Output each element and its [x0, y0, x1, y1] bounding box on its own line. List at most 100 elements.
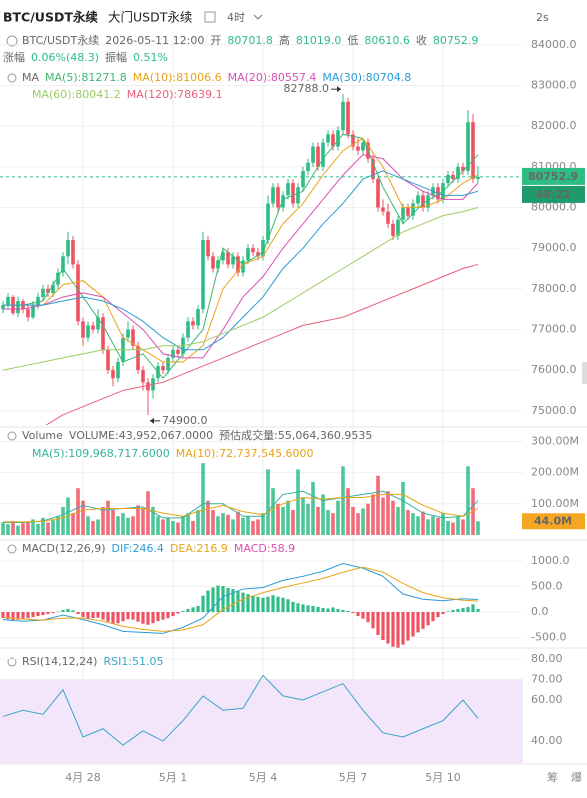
indicator-line	[2, 674, 479, 746]
candle-body	[61, 256, 65, 273]
volume-bar	[156, 516, 160, 535]
candle-body	[131, 329, 135, 346]
volume-bar	[16, 525, 20, 535]
volume-bar	[331, 513, 335, 535]
macd-bar	[396, 612, 400, 648]
legend: BTC/USDT永续 2026-05-11 12:00 开 80701.8 高 81019…	[22, 33, 478, 47]
volume-bar	[196, 510, 200, 535]
x-tick-label: 5月 10	[425, 771, 461, 784]
volume-bar	[216, 516, 220, 535]
macd-bar	[211, 587, 215, 613]
y-tick-label: 78000.0	[531, 282, 577, 295]
volume-bar	[106, 500, 110, 535]
macd-bar	[76, 612, 80, 615]
candle-body	[416, 195, 420, 204]
macd-bar	[431, 612, 435, 622]
legend: MACD(12,26,9) DIF:246.4 DEA:216.9 MACD:58.9	[22, 542, 295, 555]
x-tick-label: 5月 4	[249, 771, 278, 784]
volume-bar	[351, 506, 355, 535]
volume-bar	[176, 522, 180, 535]
macd-bar	[191, 607, 195, 613]
legend-item: 0.06%(48.3)	[31, 51, 99, 64]
eye-icon[interactable]	[7, 544, 17, 554]
volume-bar	[236, 511, 240, 535]
volume-bar	[466, 466, 470, 535]
last-volume-box	[522, 513, 585, 530]
legend-item: 预估成交量:55,064,360.9535	[219, 428, 372, 442]
volume-bar	[306, 503, 310, 535]
macd-bar	[381, 612, 385, 641]
macd-bar	[366, 612, 370, 623]
eye-icon[interactable]	[7, 73, 17, 83]
footer-button[interactable]: 爆	[571, 770, 582, 784]
side-tab[interactable]	[582, 362, 587, 384]
macd-bar	[271, 595, 275, 613]
y-tick-label: -500.0	[531, 631, 566, 644]
symbol-name: 大门USDT永续	[108, 10, 192, 25]
legend: MA MA(5):81271.8 MA(10):81006.6 MA(20):8055…	[22, 71, 411, 84]
volume-bar	[211, 510, 215, 535]
volume-bar	[336, 500, 340, 535]
candle-body	[51, 284, 55, 293]
candle-body	[386, 211, 390, 224]
edit-icon[interactable]	[204, 11, 216, 23]
volume-bar	[36, 523, 40, 535]
eye-icon[interactable]	[7, 657, 17, 667]
symbol[interactable]: BTC/USDT永续	[3, 10, 98, 25]
collapse-icon[interactable]	[6, 35, 18, 47]
macd-bar	[286, 599, 290, 613]
indicator-line	[2, 207, 479, 371]
candle-body	[221, 252, 225, 261]
legend-item: MA(5):109,968,717.6000	[32, 447, 170, 460]
candle-body	[226, 252, 230, 265]
candle-body	[331, 134, 335, 147]
interval-chevron[interactable]	[253, 14, 263, 20]
macd-bar	[16, 612, 20, 620]
volume-bar	[131, 516, 135, 535]
macd-bar	[371, 612, 375, 629]
candle-body	[1, 305, 5, 310]
volume-bar	[376, 475, 380, 535]
candle-body	[361, 142, 365, 151]
candle-body	[66, 240, 70, 257]
indicator-line	[45, 263, 479, 425]
eye-icon[interactable]	[7, 431, 17, 441]
candle-body	[301, 170, 305, 188]
legend-item: RSI(14,12,24)	[22, 655, 97, 668]
candle-body	[446, 174, 450, 184]
macd-bar	[206, 590, 210, 613]
last-price-label: 80752.9	[528, 170, 578, 183]
macd-bar	[201, 595, 205, 613]
candle-body	[201, 240, 205, 310]
volume-bar	[91, 520, 95, 535]
legend-item: RSI1:51.05	[103, 655, 163, 668]
candle-body	[71, 240, 75, 265]
interval[interactable]: 4时	[227, 11, 245, 24]
last-volume-label: 44.0M	[534, 514, 572, 527]
volume-bar	[61, 506, 65, 535]
macd-bar	[26, 612, 30, 619]
candle-body	[396, 219, 400, 236]
y-tick-label: 70.00	[531, 672, 563, 685]
candle-body	[31, 305, 35, 318]
macd-bar	[246, 594, 250, 613]
macd-bar	[316, 606, 320, 613]
legend-item: 高	[279, 33, 290, 47]
plot	[1, 563, 480, 648]
candle-body	[426, 195, 430, 208]
macd-bar	[6, 612, 10, 620]
footer-button[interactable]: 筹	[547, 770, 558, 784]
y-tick-label: 82000.0	[531, 119, 577, 132]
refresh[interactable]: 2s	[536, 11, 549, 24]
macd-bar	[251, 595, 255, 613]
legend-item: 涨幅	[3, 51, 25, 64]
macd-bar	[296, 603, 300, 613]
volume-bar	[101, 506, 105, 535]
indicator-line	[2, 563, 479, 634]
volume-bar	[226, 514, 230, 535]
macd-bar	[291, 601, 295, 613]
macd-bar	[221, 586, 225, 613]
volume-bar	[151, 506, 155, 535]
last-price-box	[522, 167, 585, 185]
